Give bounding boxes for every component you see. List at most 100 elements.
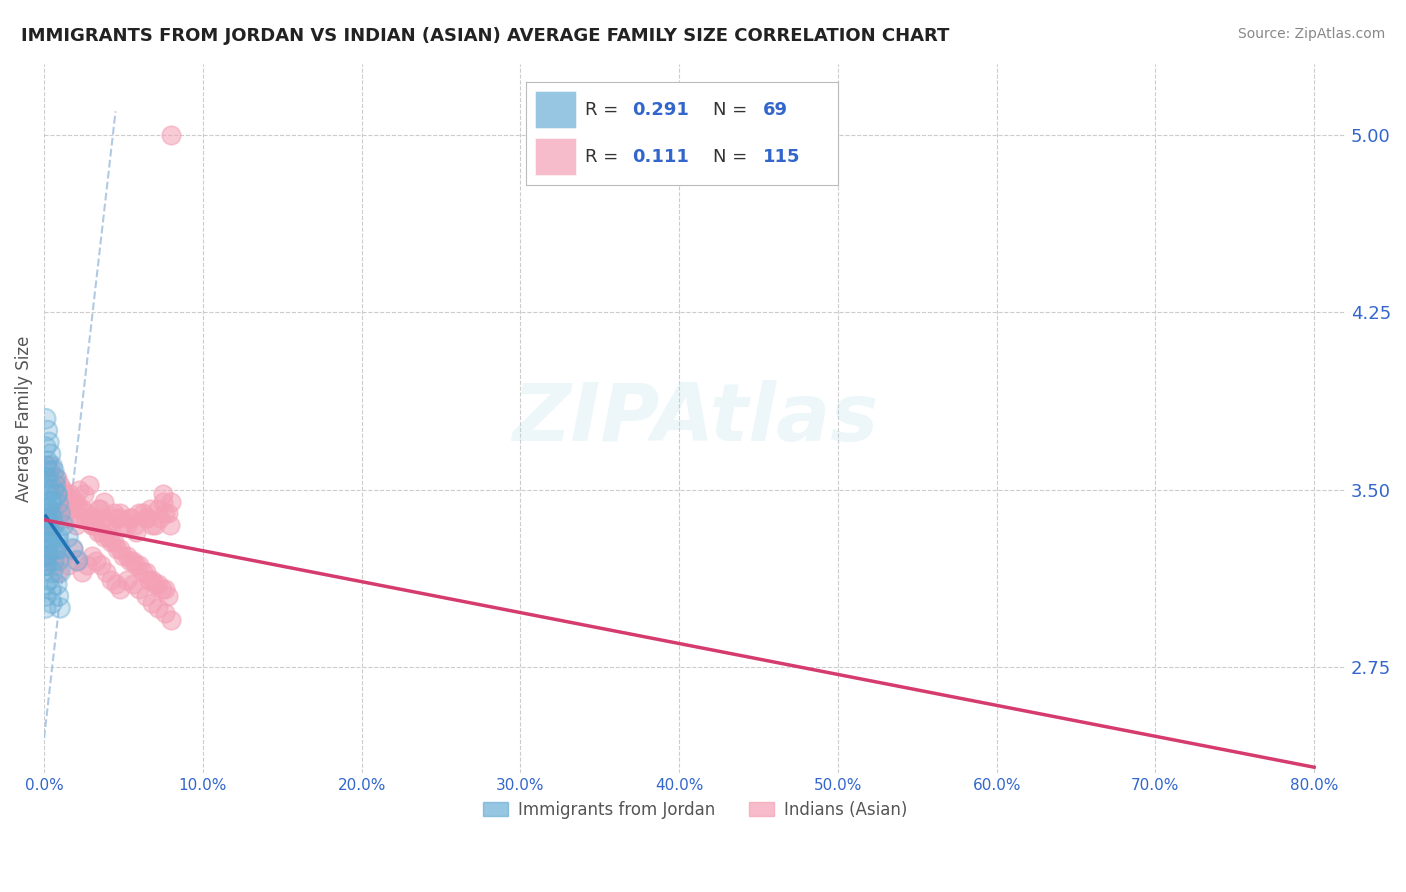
Point — [39, 506, 62, 520]
Point — [35, 577, 58, 591]
Point — [35, 501, 58, 516]
Point — [76, 506, 98, 520]
Point — [128, 558, 150, 573]
Point — [37, 454, 59, 468]
Point — [153, 582, 176, 596]
Point — [38, 435, 60, 450]
Point — [70, 566, 93, 580]
Point — [150, 582, 173, 596]
Point — [49, 506, 72, 520]
Point — [49, 566, 72, 580]
Point — [42, 471, 65, 485]
Point — [80, 518, 103, 533]
Point — [62, 541, 84, 556]
Point — [56, 530, 79, 544]
Point — [77, 511, 100, 525]
Point — [35, 553, 58, 567]
Point — [39, 582, 62, 596]
Point — [41, 596, 63, 610]
Point — [49, 566, 72, 580]
Point — [41, 511, 63, 525]
Point — [58, 487, 80, 501]
Point — [156, 589, 179, 603]
Point — [115, 549, 138, 563]
Point — [39, 447, 62, 461]
Point — [104, 577, 127, 591]
Point — [37, 511, 59, 525]
Point — [48, 553, 70, 567]
Point — [44, 506, 66, 520]
Point — [38, 518, 60, 533]
Point — [41, 566, 63, 580]
Point — [45, 541, 67, 556]
Point — [66, 553, 89, 567]
Point — [41, 458, 63, 473]
Point — [42, 483, 65, 497]
Point — [104, 511, 127, 525]
Point — [48, 589, 70, 603]
Point — [48, 566, 70, 580]
Point — [38, 501, 60, 516]
Point — [66, 553, 89, 567]
Point — [45, 471, 67, 485]
Point — [149, 511, 172, 525]
Point — [38, 464, 60, 478]
Point — [35, 549, 58, 563]
Point — [42, 553, 65, 567]
Point — [38, 573, 60, 587]
Point — [103, 506, 125, 520]
Point — [35, 558, 58, 573]
Point — [49, 541, 72, 556]
Point — [41, 541, 63, 556]
Point — [90, 525, 112, 540]
Point — [41, 566, 63, 580]
Point — [107, 511, 129, 525]
Point — [37, 530, 59, 544]
Point — [120, 511, 142, 525]
Point — [37, 487, 59, 501]
Point — [110, 582, 132, 596]
Point — [128, 506, 150, 520]
Point — [49, 511, 72, 525]
Point — [125, 525, 148, 540]
Point — [35, 525, 58, 540]
Point — [84, 511, 107, 525]
Point — [55, 487, 77, 501]
Point — [44, 471, 66, 485]
Point — [38, 549, 60, 563]
Point — [52, 511, 75, 525]
Point — [41, 494, 63, 508]
Point — [39, 582, 62, 596]
Point — [87, 525, 110, 540]
Point — [38, 573, 60, 587]
Point — [160, 613, 183, 627]
Point — [35, 501, 58, 516]
Point — [38, 518, 60, 533]
Point — [41, 458, 63, 473]
Point — [160, 494, 183, 508]
Point — [39, 534, 62, 549]
Point — [42, 553, 65, 567]
Point — [38, 464, 60, 478]
Point — [35, 589, 58, 603]
Point — [56, 530, 79, 544]
Point — [100, 573, 122, 587]
Point — [141, 518, 163, 533]
Point — [44, 541, 66, 556]
Point — [42, 558, 65, 573]
Point — [80, 549, 103, 563]
Point — [84, 518, 107, 533]
Point — [128, 582, 150, 596]
Point — [49, 541, 72, 556]
Point — [56, 501, 79, 516]
Point — [42, 483, 65, 497]
Point — [153, 606, 176, 620]
Point — [35, 411, 58, 425]
Point — [38, 483, 60, 497]
Point — [37, 534, 59, 549]
Point — [112, 549, 135, 563]
Point — [39, 525, 62, 540]
Point — [48, 530, 70, 544]
Point — [41, 494, 63, 508]
Point — [37, 511, 59, 525]
